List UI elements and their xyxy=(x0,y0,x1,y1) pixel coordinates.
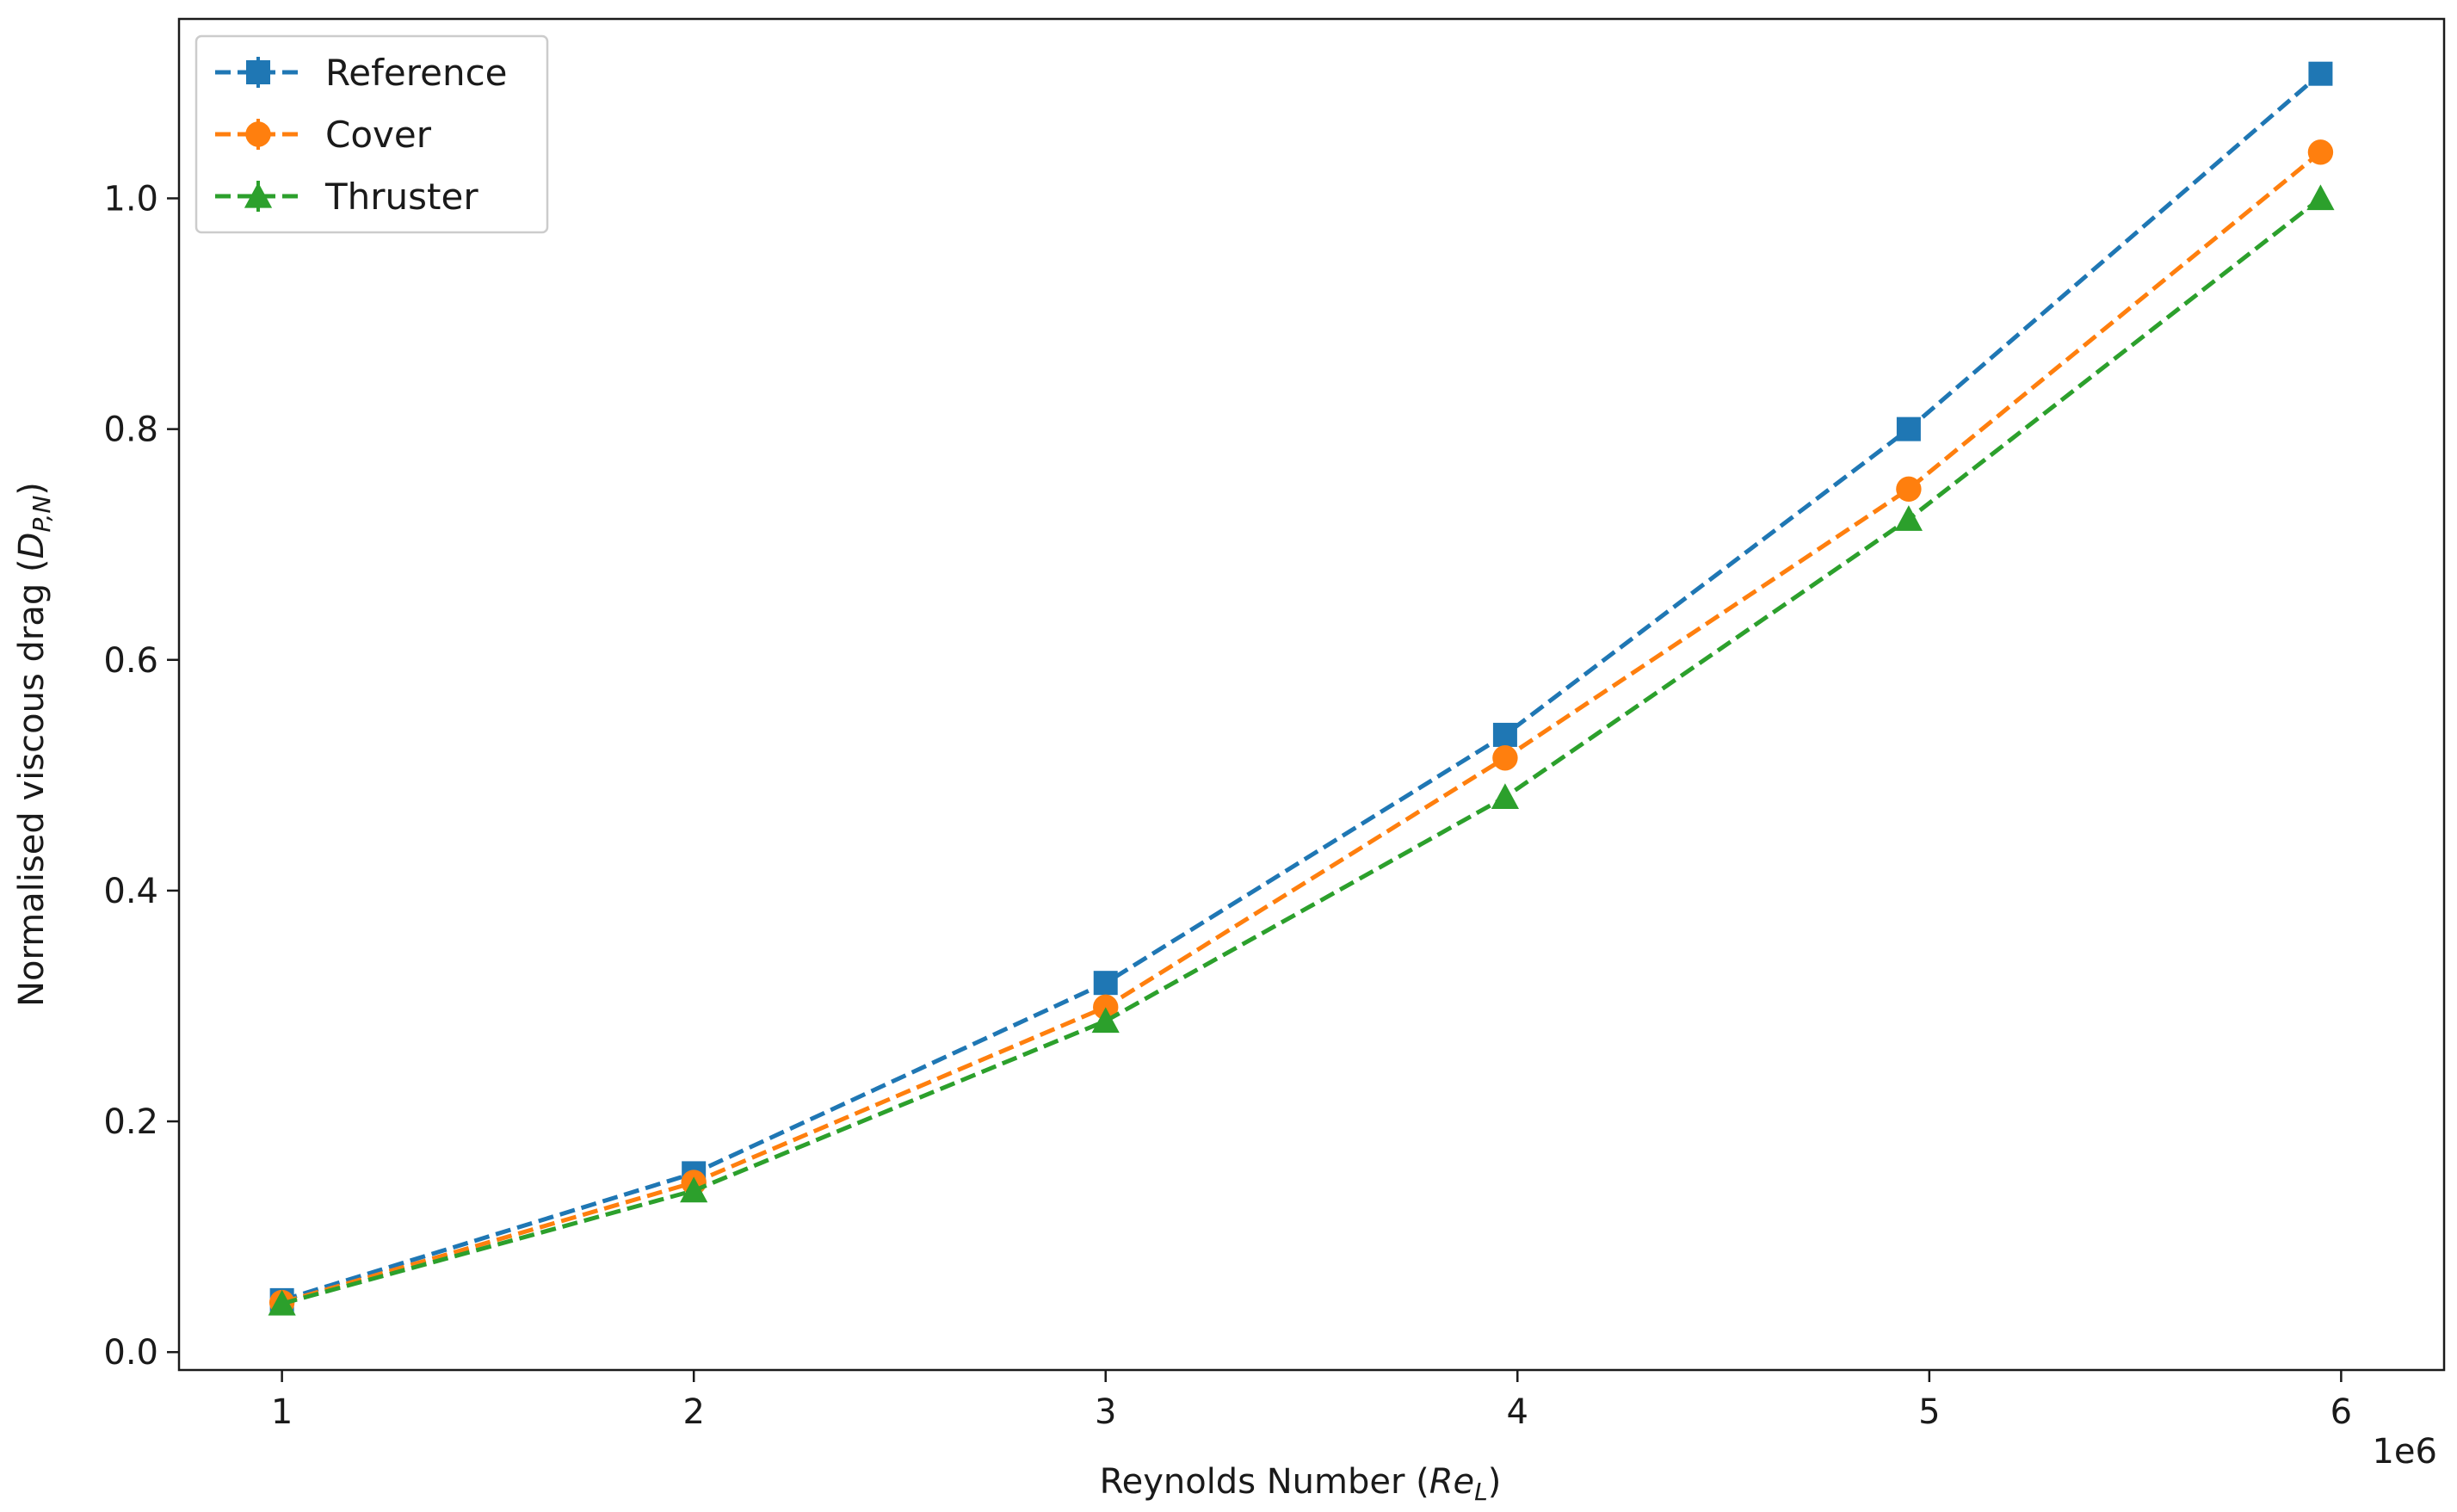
legend-entry-thruster: Thruster xyxy=(215,176,478,218)
legend-box xyxy=(194,34,549,234)
y-tick-label: 0.2 xyxy=(103,1102,158,1142)
data-point-thruster xyxy=(1894,505,1923,531)
data-point-thruster xyxy=(1091,1007,1120,1034)
series-thruster xyxy=(268,184,2335,1316)
data-point-thruster xyxy=(2306,184,2335,211)
x-tick-label: 2 xyxy=(682,1392,704,1432)
plot-area-border xyxy=(177,17,2446,1372)
data-point-thruster xyxy=(680,1176,708,1203)
data-point-reference xyxy=(1492,722,1517,747)
y-tick-label: 1.0 xyxy=(103,179,158,219)
legend-entry-reference: Reference xyxy=(215,52,508,94)
y-tick-label: 0.4 xyxy=(103,872,158,911)
legend-entry-cover: Cover xyxy=(215,114,432,156)
data-point-thruster xyxy=(268,1289,296,1316)
data-point-reference xyxy=(2308,61,2333,86)
data-point-reference xyxy=(1093,971,1118,996)
ticks-layer: 1 2 3 4 5 6 0.0 0.2 0.4 0.6 0.8 1.0 xyxy=(103,179,2352,1432)
x-axis-label: Reynolds Number (ReL) xyxy=(1100,1462,1502,1506)
legend: Reference Cover Thruster xyxy=(194,34,549,234)
data-point-cover xyxy=(1896,476,1922,503)
data-point-cover xyxy=(1492,745,1518,771)
x-offset-label: 1e6 xyxy=(2372,1432,2437,1472)
y-tick-label: 0.6 xyxy=(103,641,158,681)
x-tick-label: 1 xyxy=(271,1392,293,1432)
y-tick-label: 0.8 xyxy=(103,410,158,450)
y-tick-label: 0.0 xyxy=(103,1333,158,1373)
x-tick-label: 4 xyxy=(1507,1392,1528,1432)
x-tick-label: 5 xyxy=(1918,1392,1940,1432)
legend-marker-cover xyxy=(245,121,271,147)
series-line-reference xyxy=(281,71,2323,1303)
series-layer xyxy=(268,61,2335,1316)
y-axis-label: Normalised viscous drag (DP,N) xyxy=(12,482,56,1007)
legend-label-cover: Cover xyxy=(325,114,432,156)
data-point-thruster xyxy=(1491,783,1520,810)
legend-marker-thruster xyxy=(244,182,273,208)
legend-marker-reference xyxy=(246,60,270,84)
x-tick-label: 3 xyxy=(1095,1392,1116,1432)
data-point-reference xyxy=(1896,417,1921,441)
axes-frame xyxy=(177,17,2446,1372)
legend-label-reference: Reference xyxy=(325,52,508,94)
legend-label-thruster: Thruster xyxy=(324,176,478,218)
data-point-cover xyxy=(2307,139,2334,165)
x-tick-label: 6 xyxy=(2330,1392,2352,1432)
series-line-thruster xyxy=(281,196,2322,1306)
